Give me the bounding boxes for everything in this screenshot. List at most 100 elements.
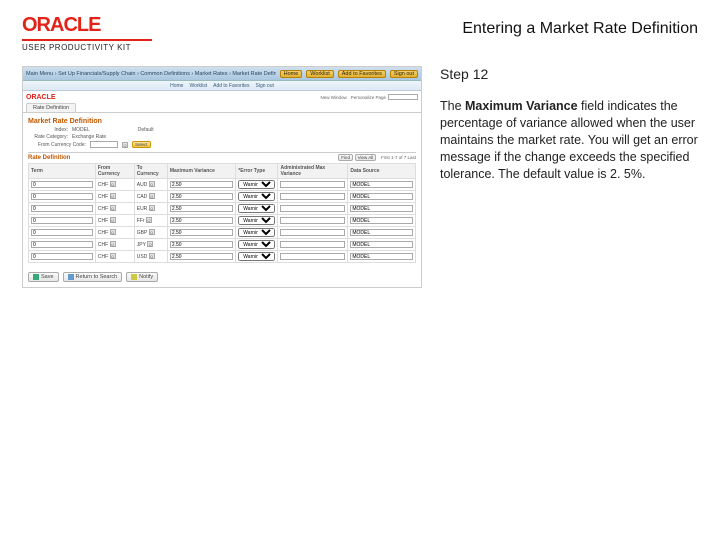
lookup-icon[interactable]: Q (149, 229, 155, 235)
default-label: Default (138, 127, 154, 133)
maxvar-input[interactable] (170, 193, 233, 200)
cell-errtype: Warning (236, 239, 278, 251)
cell-adminmax (278, 203, 348, 215)
ds-input[interactable] (350, 229, 413, 236)
lookup-icon[interactable]: Q (110, 229, 116, 235)
table-row: CHF QFFr QWarning (29, 215, 416, 227)
errtype-select[interactable]: Warning (238, 240, 275, 249)
ds-input[interactable] (350, 217, 413, 224)
rate-def-title: Rate Definition (28, 155, 70, 161)
cell-adminmax (278, 179, 348, 191)
submenu-favorites[interactable]: Add to Favorites (213, 83, 249, 89)
adminmax-input[interactable] (280, 181, 345, 188)
range-label: First 1-7 of 7 Last (381, 155, 416, 160)
adminmax-input[interactable] (280, 253, 345, 260)
submenu-home[interactable]: Home (170, 83, 183, 89)
errtype-select[interactable]: Warning (238, 252, 275, 261)
save-button[interactable]: Save (28, 272, 59, 282)
term-input[interactable] (31, 229, 93, 236)
col-term: Term (29, 164, 96, 179)
lookup-icon[interactable]: Q (149, 253, 155, 259)
maxvar-input[interactable] (170, 181, 233, 188)
search-box-icon[interactable] (388, 94, 418, 100)
lookup-icon[interactable]: Q (147, 241, 153, 247)
errtype-select[interactable]: Warning (238, 216, 275, 225)
adminmax-input[interactable] (280, 241, 345, 248)
ds-input[interactable] (350, 241, 413, 248)
adminmax-input[interactable] (280, 205, 345, 212)
topbar-worklist[interactable]: Worklist (306, 70, 333, 78)
app-screenshot: Main Menu › Set Up Financials/Supply Cha… (22, 66, 422, 288)
lookup-icon[interactable]: Q (149, 193, 155, 199)
from-cur-input[interactable] (90, 141, 118, 148)
cell-to: JPY Q (134, 239, 167, 251)
topbar-signout[interactable]: Sign out (390, 70, 418, 78)
ds-input[interactable] (350, 193, 413, 200)
lookup-icon[interactable]: Q (110, 193, 116, 199)
maxvar-input[interactable] (170, 229, 233, 236)
desc-prefix: The (440, 99, 465, 113)
submenu-worklist[interactable]: Worklist (189, 83, 207, 89)
cell-errtype: Warning (236, 251, 278, 263)
find-link[interactable]: Find (338, 154, 353, 161)
maxvar-input[interactable] (170, 217, 233, 224)
lookup-icon[interactable]: Q (110, 205, 116, 211)
lookup-icon[interactable]: Q (149, 205, 155, 211)
cell-term (29, 251, 96, 263)
maxvar-input[interactable] (170, 253, 233, 260)
term-input[interactable] (31, 217, 93, 224)
maxvar-input[interactable] (170, 241, 233, 248)
ds-input[interactable] (350, 181, 413, 188)
cell-to: GBP Q (134, 227, 167, 239)
new-window-link[interactable]: New Window (320, 95, 346, 100)
notify-label: Notify (139, 274, 153, 280)
cell-from: CHF Q (95, 227, 134, 239)
maxvar-input[interactable] (170, 205, 233, 212)
select-button[interactable]: Select (132, 141, 151, 148)
cell-adminmax (278, 215, 348, 227)
lookup-icon[interactable]: Q (110, 181, 116, 187)
cell-maxvar (167, 239, 235, 251)
adminmax-input[interactable] (280, 217, 345, 224)
term-input[interactable] (31, 241, 93, 248)
table-row: CHF QEUR QWarning (29, 203, 416, 215)
desc-bold: Maximum Variance (465, 99, 578, 113)
errtype-select[interactable]: Warning (238, 180, 275, 189)
row-index: Index: MODEL Default (28, 127, 416, 133)
row-from-currency: From Currency Code: Q Select (28, 141, 416, 148)
cell-from: CHF Q (95, 191, 134, 203)
topbar-favorites[interactable]: Add to Favorites (338, 70, 386, 78)
cell-term (29, 227, 96, 239)
col-adminmax: Administrated Max Variance (278, 164, 348, 179)
personalize-link[interactable]: Personalize Page (351, 95, 386, 100)
cell-adminmax (278, 251, 348, 263)
cell-from: CHF Q (95, 215, 134, 227)
topbar-home[interactable]: Home (280, 70, 303, 78)
lookup-icon[interactable]: Q (110, 241, 116, 247)
rate-def-tools: Find View All First 1-7 of 7 Last (338, 155, 416, 161)
lookup-icon[interactable]: Q (149, 181, 155, 187)
mini-oracle-logo: ORACLE (26, 94, 56, 101)
errtype-select[interactable]: Warning (238, 228, 275, 237)
lookup-icon[interactable]: Q (110, 217, 116, 223)
errtype-select[interactable]: Warning (238, 204, 275, 213)
adminmax-input[interactable] (280, 229, 345, 236)
term-input[interactable] (31, 181, 93, 188)
breadcrumb[interactable]: Main Menu › Set Up Financials/Supply Cha… (26, 71, 276, 77)
cell-errtype: Warning (236, 191, 278, 203)
tab-rate-definition[interactable]: Rate Definition (26, 103, 76, 112)
ds-input[interactable] (350, 205, 413, 212)
term-input[interactable] (31, 205, 93, 212)
adminmax-input[interactable] (280, 193, 345, 200)
term-input[interactable] (31, 193, 93, 200)
errtype-select[interactable]: Warning (238, 192, 275, 201)
lookup-icon[interactable]: Q (110, 253, 116, 259)
notify-button[interactable]: Notify (126, 272, 158, 282)
ds-input[interactable] (350, 253, 413, 260)
return-button[interactable]: Return to Search (63, 272, 123, 282)
lookup-icon[interactable]: Q (122, 142, 128, 148)
viewall-link[interactable]: View All (355, 154, 377, 161)
submenu-signout[interactable]: Sign out (256, 83, 274, 89)
lookup-icon[interactable]: Q (146, 217, 152, 223)
term-input[interactable] (31, 253, 93, 260)
